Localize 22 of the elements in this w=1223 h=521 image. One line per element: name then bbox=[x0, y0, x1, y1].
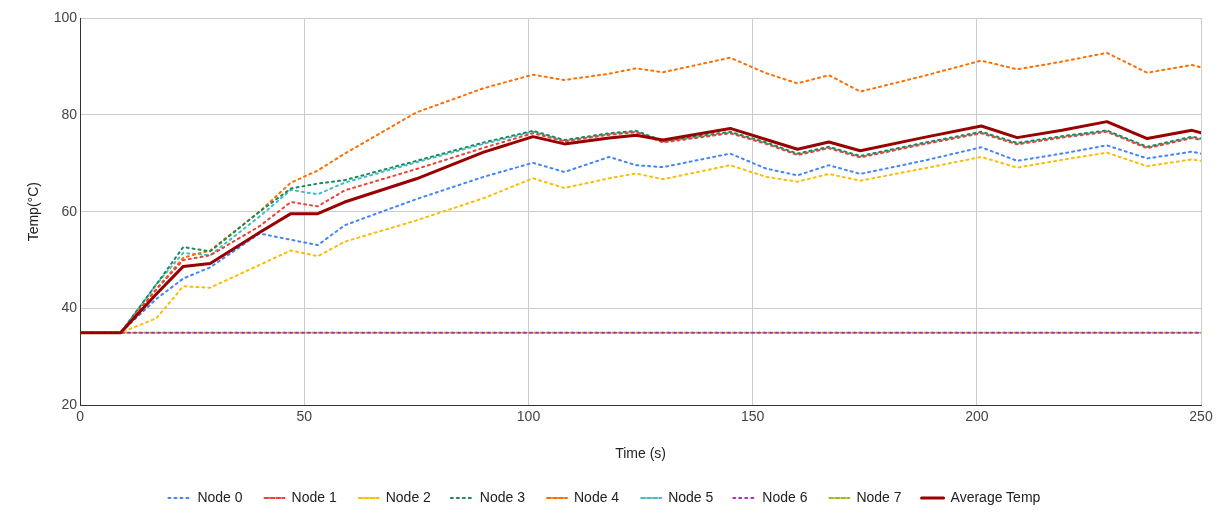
x-tick-label: 150 bbox=[740, 407, 765, 424]
legend-label: Average Temp bbox=[950, 488, 1041, 505]
y-tick-label: 100 bbox=[53, 8, 78, 25]
legend-label: Node 6 bbox=[762, 488, 808, 505]
x-tick-label: 100 bbox=[516, 407, 541, 424]
y-tick-label: 40 bbox=[61, 299, 78, 316]
x-axis-title: Time (s) bbox=[615, 445, 666, 462]
legend-label: Node 3 bbox=[479, 488, 526, 505]
y-tick-label: 20 bbox=[61, 396, 78, 413]
x-tick-label: 50 bbox=[296, 407, 313, 424]
x-tick-label: 250 bbox=[1189, 407, 1213, 424]
legend-label: Node 4 bbox=[573, 488, 620, 505]
y-tick-label: 80 bbox=[61, 105, 78, 122]
legend-label: Node 5 bbox=[668, 488, 714, 505]
legend-label: Node 7 bbox=[856, 488, 902, 505]
x-tick-label: 0 bbox=[76, 407, 85, 424]
y-axis-title: Temp(°C) bbox=[25, 182, 42, 242]
legend-label: Node 1 bbox=[291, 488, 337, 505]
y-tick-label: 60 bbox=[61, 202, 78, 219]
legend-label: Node 0 bbox=[197, 488, 243, 505]
legend-label: Node 2 bbox=[385, 488, 432, 505]
x-tick-label: 200 bbox=[965, 407, 989, 424]
